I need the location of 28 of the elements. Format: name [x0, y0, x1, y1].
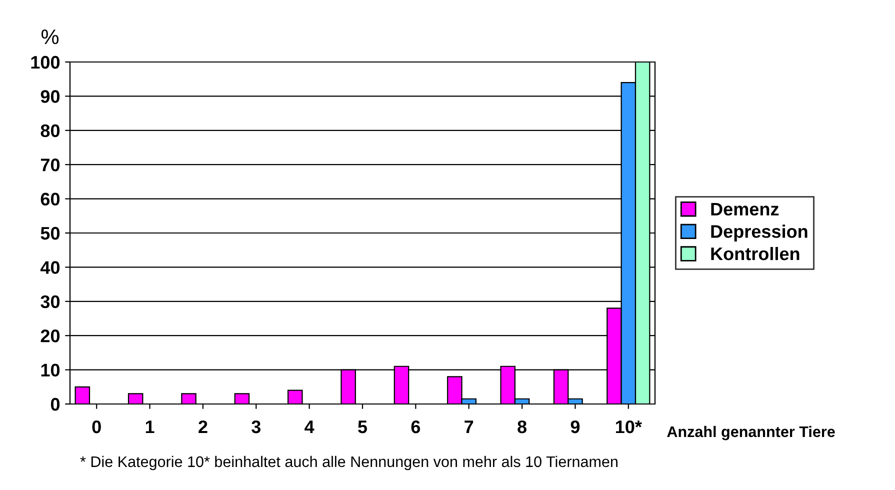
- y-tick-label: 70: [40, 158, 60, 172]
- y-tick-label: 10: [41, 364, 60, 377]
- legend-label: Demenz: [711, 202, 779, 216]
- y-tick-label: 20: [40, 330, 60, 342]
- x-tick-label: 5: [358, 420, 368, 434]
- legend-label: Kontrollen: [711, 246, 800, 260]
- x-tick-label: 0: [92, 420, 101, 434]
- x-tick-label: 6: [411, 420, 420, 434]
- y-tick-label: 50: [40, 226, 60, 240]
- y-tick-label: 0: [50, 398, 60, 411]
- y-axis-title: %: [41, 30, 59, 44]
- x-tick-label: 2: [198, 420, 208, 434]
- x-tick-label: 10*: [616, 420, 642, 434]
- x-tick-label: 9: [570, 420, 580, 434]
- y-tick-label: 30: [40, 295, 60, 308]
- y-tick-label: 90: [40, 90, 60, 103]
- text: * Die Kategorie 10* beinhaltet auch alle Nennungen von mehr als 10 Tiernamen: [80, 456, 618, 470]
- y-tick-label: 80: [40, 124, 60, 138]
- x-axis-title: Anzahl genannter Tiere: [667, 426, 835, 440]
- y-tick-label: 100: [31, 56, 60, 69]
- x-tick-label: 8: [518, 420, 527, 434]
- x-tick-label: 4: [304, 420, 314, 434]
- x-tick-label: 1: [146, 420, 154, 434]
- y-tick-label: 60: [40, 192, 60, 206]
- legend-label: Depression: [711, 224, 808, 242]
- x-tick-label: 7: [464, 420, 474, 434]
- x-tick-label: 3: [252, 420, 261, 434]
- y-tick-label: 40: [40, 261, 60, 274]
